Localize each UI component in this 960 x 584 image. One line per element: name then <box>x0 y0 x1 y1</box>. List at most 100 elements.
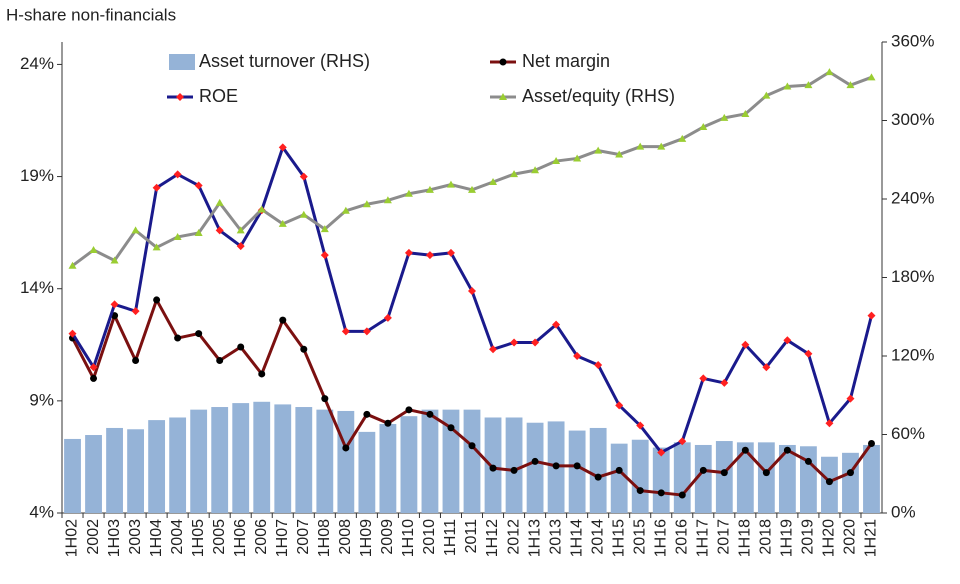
marker <box>510 170 519 178</box>
bar <box>253 401 271 513</box>
marker <box>153 296 161 304</box>
marker <box>468 286 476 295</box>
x-tick-label: 1H13 <box>526 519 543 557</box>
bar <box>463 409 481 513</box>
marker <box>573 462 581 470</box>
y2-tick-label: 240% <box>891 188 934 207</box>
marker <box>720 378 729 387</box>
marker <box>447 424 455 432</box>
marker <box>720 469 728 477</box>
marker <box>131 226 140 234</box>
marker <box>678 134 687 142</box>
chart-title: H-share non-financials <box>6 5 176 24</box>
x-tick-label: 1H15 <box>610 519 627 557</box>
marker <box>552 157 561 165</box>
x-tick-label: 2011 <box>463 519 480 554</box>
marker <box>174 334 182 342</box>
marker <box>173 170 182 179</box>
legend-swatch <box>169 54 195 70</box>
bar <box>505 417 523 513</box>
marker <box>194 229 203 237</box>
x-tick-label: 2004 <box>169 519 186 555</box>
marker <box>341 327 350 336</box>
marker <box>783 446 791 454</box>
marker <box>425 251 434 260</box>
bar <box>778 444 796 513</box>
y-tick-label: 4% <box>29 502 54 521</box>
x-tick-label: 2010 <box>421 519 438 555</box>
marker <box>131 307 140 316</box>
bar <box>757 442 775 513</box>
bar <box>232 403 250 513</box>
x-tick-label: 2019 <box>800 519 817 555</box>
x-tick-label: 2007 <box>295 519 312 555</box>
marker <box>594 473 602 481</box>
x-tick-label: 2006 <box>253 519 270 555</box>
marker <box>89 363 98 372</box>
x-tick-label: 2016 <box>673 519 690 555</box>
bar <box>127 429 144 513</box>
bar <box>106 427 123 513</box>
marker <box>468 442 476 450</box>
marker <box>573 352 582 360</box>
marker <box>132 356 140 364</box>
x-tick-label: 2020 <box>842 519 859 555</box>
marker <box>825 68 834 76</box>
marker <box>194 181 203 190</box>
marker <box>237 343 245 351</box>
x-tick-label: 2008 <box>337 519 354 555</box>
legend-label: Asset/equity (RHS) <box>522 86 675 106</box>
marker <box>110 300 119 309</box>
marker <box>762 91 771 99</box>
x-tick-label: 2002 <box>85 519 102 555</box>
bar <box>863 444 880 513</box>
marker <box>362 327 371 336</box>
marker <box>426 410 434 418</box>
marker <box>279 316 287 324</box>
marker <box>89 246 98 254</box>
x-tick-label: 1H06 <box>232 519 249 557</box>
bar <box>715 441 733 513</box>
marker <box>573 154 582 162</box>
marker <box>404 189 413 197</box>
marker <box>489 464 497 472</box>
marker <box>825 419 834 428</box>
marker <box>362 200 371 208</box>
bar <box>379 424 397 513</box>
x-tick-label: 1H21 <box>863 519 880 557</box>
legend-label: Asset turnover (RHS) <box>199 51 370 71</box>
marker <box>278 219 287 227</box>
marker <box>195 330 203 338</box>
x-tick-label: 2013 <box>547 519 564 555</box>
x-tick-label: 2015 <box>631 519 648 555</box>
marker <box>531 166 540 174</box>
x-tick-label: 1H16 <box>652 519 669 557</box>
marker <box>636 487 644 495</box>
marker <box>110 256 119 264</box>
x-tick-label: 1H11 <box>442 519 459 556</box>
x-tick-label: 2017 <box>716 519 733 555</box>
bar <box>694 444 712 513</box>
marker <box>552 320 561 329</box>
marker <box>678 491 686 499</box>
marker <box>300 345 308 353</box>
marker <box>741 109 750 117</box>
marker <box>825 478 833 486</box>
bar <box>589 427 607 513</box>
bar <box>800 446 817 513</box>
marker <box>720 113 729 121</box>
marker <box>636 421 645 430</box>
marker <box>741 446 749 454</box>
x-tick-label: 2018 <box>758 519 775 555</box>
marker <box>636 142 645 150</box>
bar <box>85 435 102 513</box>
x-tick-label: 1H20 <box>821 519 838 557</box>
marker <box>299 210 308 218</box>
marker <box>383 313 392 322</box>
marker <box>657 448 666 457</box>
marker <box>699 123 708 131</box>
x-tick-label: 1H03 <box>106 519 123 557</box>
marker <box>510 466 518 474</box>
marker <box>257 205 266 213</box>
